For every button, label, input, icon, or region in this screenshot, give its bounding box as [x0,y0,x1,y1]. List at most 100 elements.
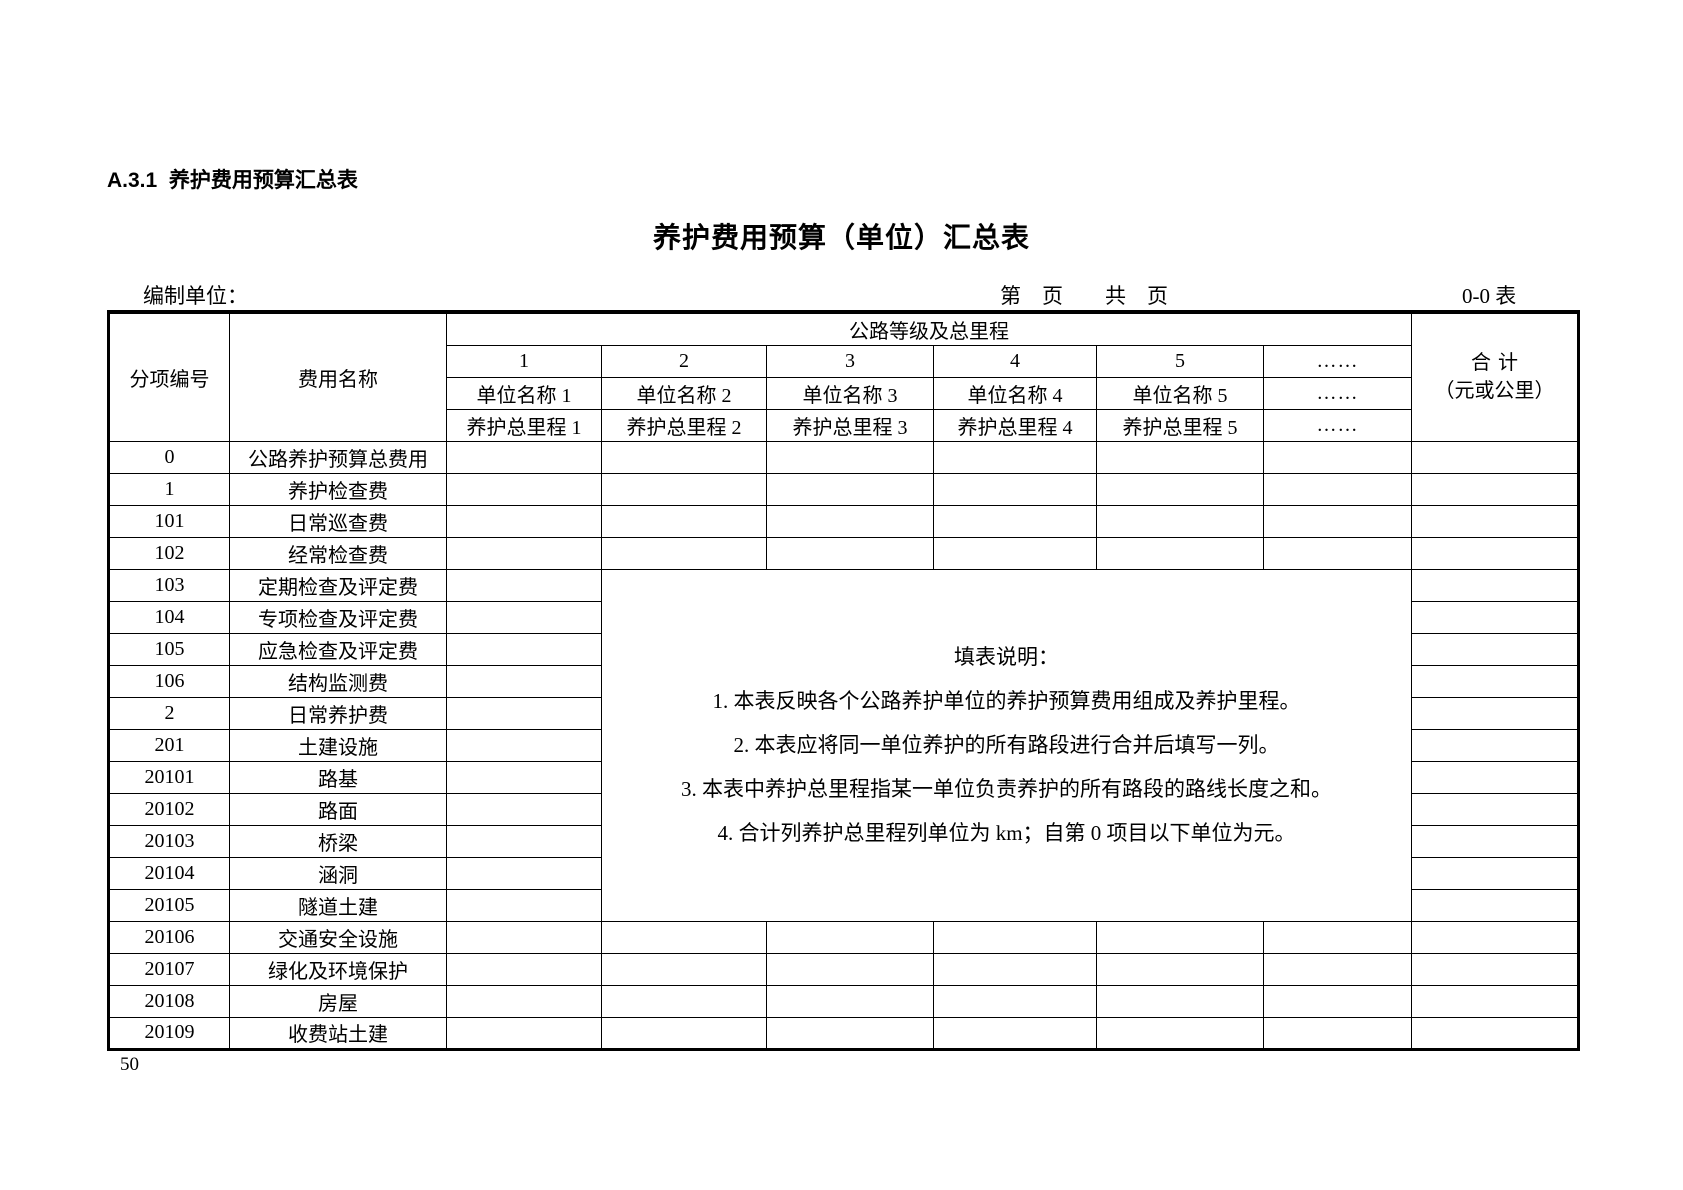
header-grade-2: 2 [601,344,767,378]
row-code-cell: 106 [108,664,230,698]
row-name-cell: 土建设施 [229,728,447,762]
page-title: 养护费用预算（单位）汇总表 [652,223,1030,254]
table-row: 20102 路面 [108,792,1580,826]
empty-data-cell [766,472,934,506]
row-name-cell: 经常检查费 [229,536,447,570]
empty-data-cell [601,984,767,1018]
empty-data-cell [766,952,934,986]
empty-data-cell [933,440,1097,474]
table-row: 101 日常巡查费 [108,504,1580,538]
header-mileage-3: 养护总里程 3 [766,408,934,442]
row-code-cell: 201 [108,728,230,762]
table-row: 105 应急检查及评定费 [108,632,1580,666]
total-cell [1411,792,1580,826]
row-name-cell: 路面 [229,792,447,826]
row-name-cell: 日常巡查费 [229,504,447,538]
empty-data-cell [933,1016,1097,1050]
empty-data-cell [1096,504,1264,538]
empty-data-cell [766,536,934,570]
note-item: 3. 本表中养护总里程指某一单位负责养护的所有路段的路线长度之和。 [681,777,1333,801]
table-row: 20104 涵洞 [108,856,1580,890]
row-name-cell: 交通安全设施 [229,920,447,954]
section-heading: A.3.1 养护费用预算汇总表 [107,169,358,192]
total-cell [1411,728,1580,762]
header-unit-1: 单位名称 1 [446,376,602,410]
table-row: 20105 隧道土建 [108,888,1580,922]
table-row: 201 土建设施 [108,728,1580,762]
empty-data-cell [1262,920,1413,954]
row-name-cell: 绿化及环境保护 [229,952,447,986]
total-cell [1411,984,1580,1018]
total-cell [1411,536,1580,570]
empty-data-cell [933,952,1097,986]
empty-data-cell [446,888,602,922]
table-code-label: 0-0 表 [1462,284,1517,308]
header-total-line2: （元或公里） [1434,380,1555,403]
header-group-title: 公路等级及总里程 [445,311,1413,346]
row-name-cell: 日常养护费 [229,696,447,730]
empty-data-cell [446,728,602,762]
empty-data-cell [446,984,602,1018]
empty-data-cell [933,536,1097,570]
header-fee-name: 费用名称 [229,311,447,442]
table-row: 1 养护检查费 [108,472,1580,506]
empty-data-cell [446,568,602,602]
row-name-cell: 桥梁 [229,824,447,858]
header-mileage-1: 养护总里程 1 [446,408,602,442]
header-row-group: 分项编号 费用名称 公路等级及总里程 合计 （元或公里） [108,311,1580,442]
empty-data-cell [601,920,767,954]
header-grade-4: 4 [933,344,1097,378]
total-cell [1411,952,1580,986]
header-unit-2: 单位名称 2 [601,376,767,410]
empty-data-cell [446,600,602,634]
page-marker: 第 页 共 页 [1000,284,1168,308]
page-number: 50 [120,1054,139,1075]
row-name-cell: 隧道土建 [229,888,447,922]
total-cell [1411,920,1580,954]
empty-data-cell [601,504,767,538]
budget-summary-table: 分项编号 费用名称 公路等级及总里程 合计 （元或公里） 1 2 3 4 5 …… [107,310,1581,1051]
empty-data-cell [446,856,602,890]
empty-data-cell [601,472,767,506]
header-grade-1: 1 [446,344,602,378]
header-total: 合计 （元或公里） [1411,311,1580,442]
empty-data-cell [1096,984,1264,1018]
row-code-cell: 20106 [108,920,230,954]
header-unit-4: 单位名称 4 [933,376,1097,410]
note-item: 2. 本表应将同一单位养护的所有路段进行合并后填写一列。 [733,733,1280,757]
table-row: 20107 绿化及环境保护 [108,952,1580,986]
prepared-by-label: 编制单位： [143,284,248,308]
empty-data-cell [446,760,602,794]
empty-data-cell [601,1016,767,1050]
row-code-cell: 20104 [108,856,230,890]
empty-data-cell [1096,952,1264,986]
header-grade-more: …… [1262,344,1413,378]
empty-data-cell [446,632,602,666]
empty-data-cell [1262,440,1413,474]
table-row: 2 日常养护费 [108,696,1580,730]
empty-data-cell [1262,984,1413,1018]
total-cell [1411,760,1580,794]
empty-data-cell [446,472,602,506]
empty-data-cell [1262,472,1413,506]
total-cell [1411,696,1580,730]
row-code-cell: 104 [108,600,230,634]
empty-data-cell [1096,1016,1264,1050]
total-cell [1411,1016,1580,1050]
notes-title: 填表说明： [954,645,1060,669]
empty-data-cell [766,440,934,474]
total-cell [1411,568,1580,602]
empty-data-cell [446,792,602,826]
total-cell [1411,440,1580,474]
row-code-cell: 20107 [108,952,230,986]
empty-data-cell [446,440,602,474]
empty-data-cell [446,664,602,698]
notes-cell: 填表说明： 1. 本表反映各个公路养护单位的养护预算费用组成及养护里程。 2. … [600,568,1413,922]
row-code-cell: 20109 [108,1016,230,1050]
empty-data-cell [1096,536,1264,570]
empty-data-cell [446,504,602,538]
empty-data-cell [1096,472,1264,506]
row-name-cell: 专项检查及评定费 [229,600,447,634]
empty-data-cell [446,952,602,986]
empty-data-cell [766,1016,934,1050]
